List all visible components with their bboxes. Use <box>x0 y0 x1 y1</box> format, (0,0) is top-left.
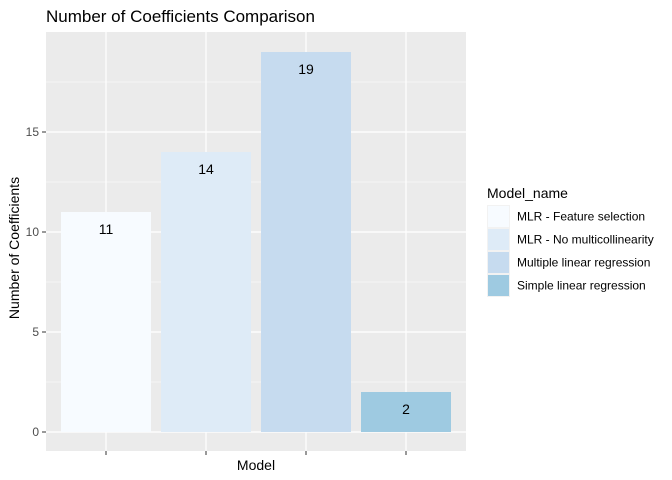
legend-label: MLR - Feature selection <box>517 210 645 224</box>
x-axis <box>105 451 407 455</box>
y-axis: 0 5 10 15 <box>26 125 46 439</box>
x-axis-title: Model <box>237 457 275 473</box>
bar <box>361 392 451 432</box>
legend-title: Model_name <box>487 185 568 201</box>
data-label: 14 <box>198 161 214 177</box>
legend-label: Multiple linear regression <box>517 256 650 270</box>
chart-title: Number of Coefficients Comparison <box>46 7 315 26</box>
legend-swatch <box>488 229 509 250</box>
legend-label: MLR - No multicollinearity <box>517 233 654 247</box>
bar <box>161 152 251 432</box>
bars <box>61 52 451 432</box>
y-axis-title: Number of Coefficients <box>6 177 22 319</box>
legend: Model_name MLR - Feature selection MLR - … <box>487 185 654 297</box>
y-tick-label: 10 <box>26 225 40 239</box>
data-labels: 11 14 19 2 <box>99 61 410 417</box>
y-tick-label: 5 <box>32 325 39 339</box>
data-label: 19 <box>298 61 314 77</box>
y-tick-label: 15 <box>26 125 40 139</box>
legend-label: Simple linear regression <box>517 279 646 293</box>
bar <box>261 52 351 432</box>
data-label: 2 <box>402 401 410 417</box>
data-label: 11 <box>99 221 114 237</box>
bar <box>61 212 151 432</box>
legend-swatch <box>488 275 509 296</box>
legend-swatch <box>488 206 509 227</box>
y-tick-label: 0 <box>32 425 39 439</box>
legend-swatch <box>488 252 509 273</box>
